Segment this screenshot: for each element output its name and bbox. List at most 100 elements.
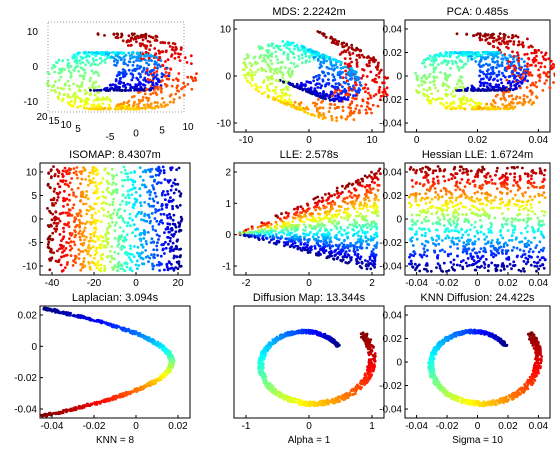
x-tick-label: -20: [87, 278, 102, 289]
scatter-point: [108, 55, 111, 59]
scatter-point: [95, 190, 99, 194]
scatter-point: [348, 249, 351, 253]
scatter-point: [279, 48, 283, 52]
scatter-point: [144, 240, 148, 243]
scatter-point: [482, 72, 486, 76]
z-tick-label: 0: [32, 62, 38, 73]
scatter-point: [506, 81, 510, 85]
scatter-point: [176, 89, 179, 92]
scatter-point: [82, 260, 86, 263]
scatter-point: [141, 178, 145, 182]
scatter-point: [353, 187, 356, 191]
scatter-point: [78, 224, 81, 228]
scatter-point: [372, 236, 376, 240]
scatter-point: [176, 78, 180, 82]
scatter-point: [443, 82, 447, 86]
scatter-point: [168, 250, 172, 253]
scatter-point: [66, 58, 70, 62]
scatter-point: [137, 210, 141, 214]
scatter-point: [436, 97, 439, 101]
scatter-point: [349, 70, 353, 73]
scatter-point: [274, 220, 278, 224]
scatter-point: [334, 253, 337, 257]
scatter-point: [356, 252, 360, 256]
scatter-point: [528, 63, 532, 67]
scatter-point: [80, 170, 84, 173]
scatter-point: [68, 171, 71, 175]
scatter-point: [525, 95, 529, 99]
scatter-point: [354, 199, 358, 203]
scatter-point: [375, 80, 378, 84]
scatter-point: [372, 262, 376, 266]
scatter-point: [281, 88, 285, 91]
scatter-point: [347, 82, 350, 86]
scatter-point: [476, 53, 480, 57]
scatter-point: [244, 76, 248, 80]
scatter-point: [62, 230, 66, 234]
scatter-point: [93, 226, 96, 230]
scatter-point: [470, 57, 474, 61]
scatter-point: [481, 165, 484, 169]
scatter-point: [288, 47, 291, 51]
scatter-point: [429, 63, 432, 67]
scatter-point: [285, 80, 288, 84]
scatter-point: [113, 236, 117, 240]
scatter-point: [99, 51, 103, 55]
scatter-point: [129, 39, 133, 43]
scatter-point: [360, 242, 363, 246]
scatter-point: [415, 181, 418, 184]
scatter-point: [473, 191, 477, 195]
scatter-point: [110, 257, 114, 260]
scatter-point: [312, 79, 315, 83]
scatter-point: [127, 68, 131, 72]
scatter-point: [105, 255, 109, 259]
scatter-point: [328, 238, 332, 242]
scatter-point: [300, 87, 304, 91]
scatter-point: [249, 230, 253, 234]
scatter-point: [79, 55, 83, 59]
scatter-point: [97, 238, 100, 242]
scatter-point: [445, 54, 448, 58]
scatter-point: [515, 246, 519, 250]
scatter-point: [267, 78, 270, 81]
scatter-point: [107, 182, 111, 186]
scatter-point: [284, 237, 288, 241]
scatter-point: [497, 70, 501, 74]
scatter-point: [91, 177, 95, 180]
scatter-point: [326, 202, 330, 205]
scatter-point: [85, 190, 88, 193]
scatter-point: [139, 85, 143, 89]
scatter-point: [147, 213, 151, 217]
scatter-point: [293, 229, 297, 233]
scatter-point: [75, 166, 79, 169]
scatter-point: [63, 68, 66, 71]
scatter-point: [262, 79, 266, 82]
scatter-point: [350, 223, 354, 227]
scatter-point: [506, 67, 509, 70]
scatter-point: [440, 97, 444, 101]
scatter-point: [105, 52, 108, 56]
scatter-point: [69, 233, 73, 237]
scatter-point: [130, 260, 134, 264]
scatter-point: [514, 34, 518, 38]
scatter-point: [346, 231, 350, 235]
scatter-point: [346, 48, 350, 52]
scatter-point: [292, 52, 295, 56]
scatter-point: [536, 229, 540, 233]
scatter-point: [358, 207, 362, 210]
scatter-point: [320, 196, 324, 200]
scatter-point: [269, 59, 273, 62]
scatter-point: [54, 210, 58, 214]
scatter-point: [290, 243, 294, 247]
scatter-point: [261, 235, 265, 238]
scatter-point: [355, 231, 359, 235]
scatter-point: [342, 80, 346, 84]
scatter-point: [167, 242, 170, 246]
scatter-point: [282, 50, 286, 54]
scatter-point: [334, 85, 337, 89]
scatter-point: [548, 86, 552, 89]
scatter-point: [315, 225, 319, 229]
scatter-point: [491, 72, 495, 76]
scatter-point: [256, 232, 259, 235]
scatter-point: [350, 183, 354, 187]
